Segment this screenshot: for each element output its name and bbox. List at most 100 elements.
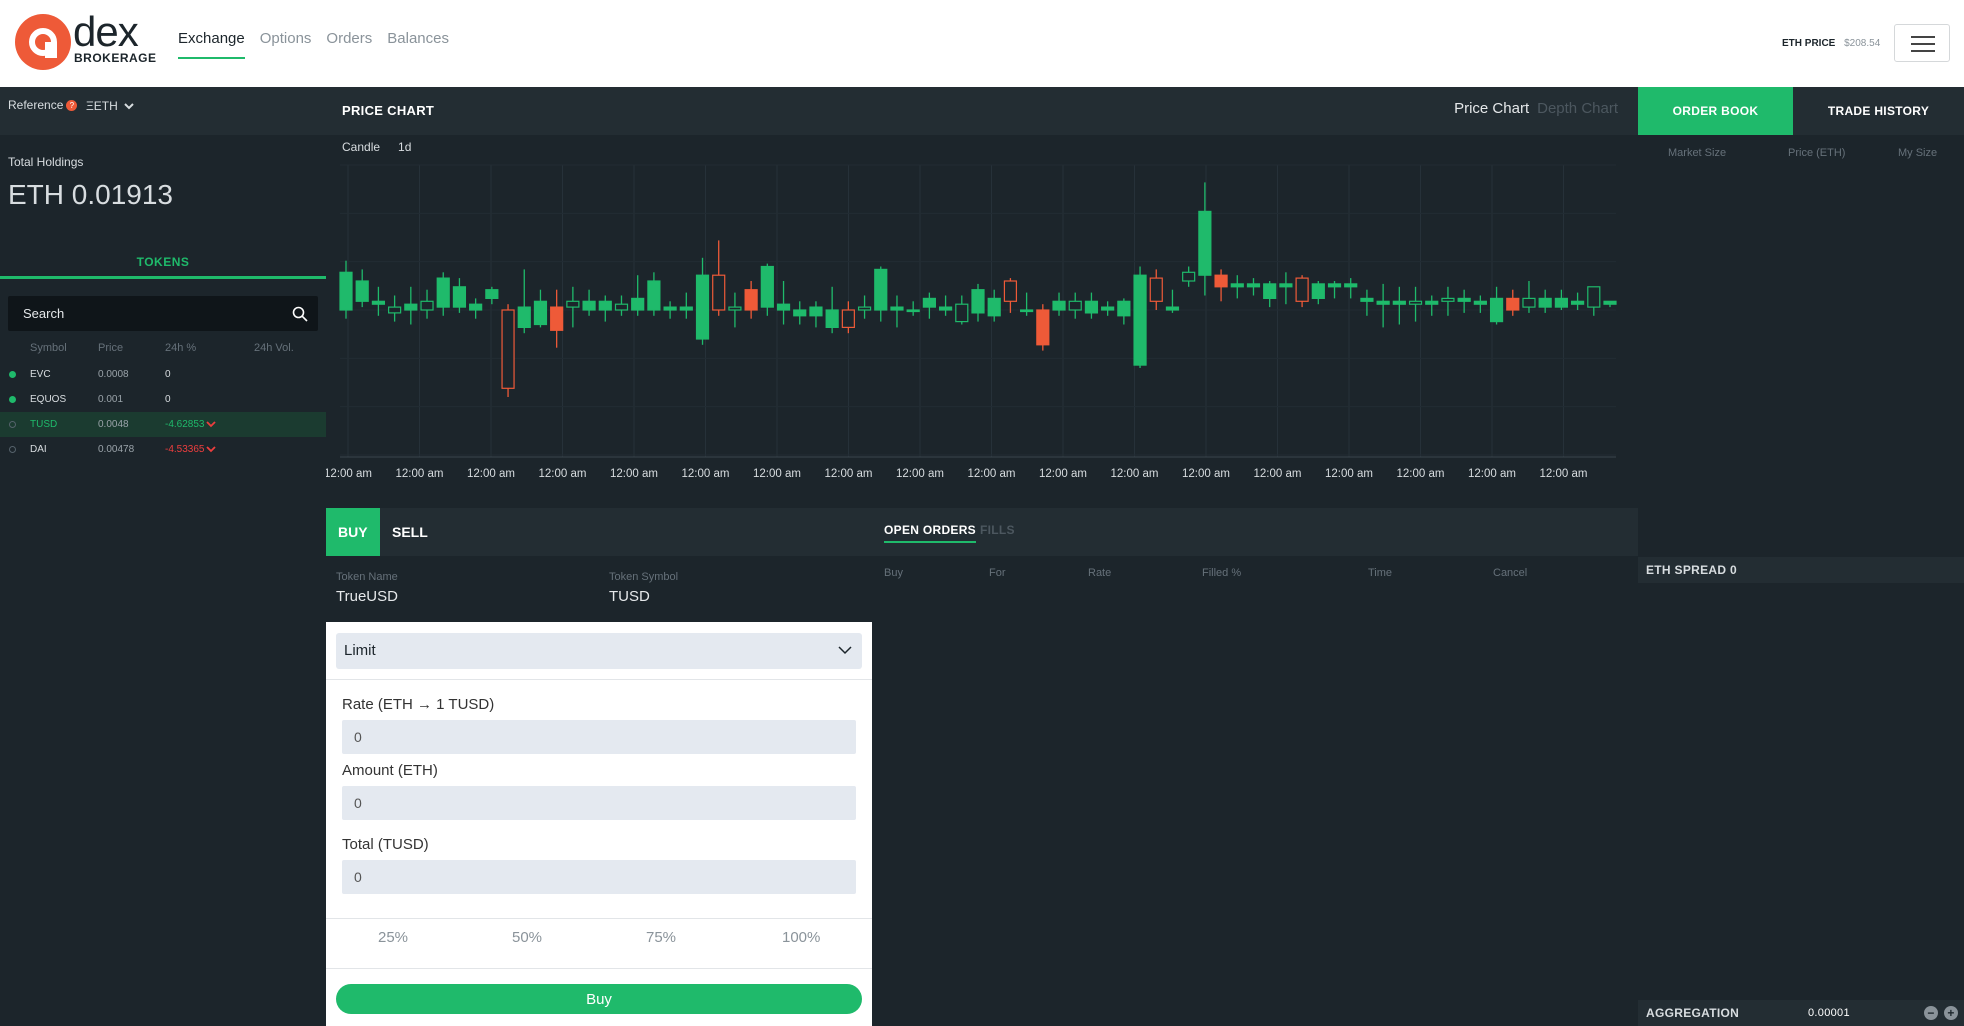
candle [1570,292,1585,310]
candle-body [1570,300,1585,305]
chevron-down-icon [124,103,134,110]
col-change[interactable]: 24h % [165,342,197,354]
candle [339,260,353,319]
candle [501,304,515,397]
candle [614,295,629,316]
x-tick-label: 12:00 am [1325,468,1373,480]
search-icon[interactable] [292,306,308,322]
candle [1133,266,1147,368]
status-dot-icon [9,446,16,453]
col-price[interactable]: Price [98,342,124,354]
candle-body [452,286,467,308]
main-nav: Exchange Options Orders Balances [178,30,464,59]
price-chart-toggle[interactable]: Price Chart [1454,100,1530,117]
candle [533,289,548,328]
candle [1003,278,1018,313]
nav-balances[interactable]: Balances [387,30,449,47]
search-input[interactable] [8,296,278,331]
total-input[interactable] [342,860,856,894]
divider [326,968,872,969]
token-symbol-label: Token Symbol [609,571,679,583]
x-tick-label: 12:00 am [1039,468,1087,480]
candle-body [1327,283,1342,288]
candle-body [420,300,434,311]
token-row[interactable]: TUSD 0.0048 -4.62853 [0,412,326,437]
nav-orders[interactable]: Orders [326,30,373,47]
amount-input[interactable] [342,786,856,820]
token-row[interactable]: DAI 0.00478 -4.53365 [0,437,326,462]
candle-body [1506,297,1520,311]
tab-open-orders[interactable]: OPEN ORDERS [884,523,976,543]
tab-order-book[interactable]: ORDER BOOK [1638,87,1793,135]
candle-body [663,306,677,311]
token-change: -4.53365 [165,437,217,462]
chart-type-select[interactable]: Candle [342,140,381,154]
depth-chart-toggle[interactable]: Depth Chart [1537,100,1618,117]
candle [1441,286,1455,316]
token-price: 0.001 [98,394,124,405]
candle-body [598,300,612,311]
hamburger-menu-button[interactable] [1894,24,1950,62]
plus-icon[interactable]: + [1944,1006,1958,1020]
interval-select[interactable]: 1d [398,140,412,154]
tab-trade-history[interactable]: TRADE HISTORY [1793,87,1964,135]
order-form: BUY SELL Token Name TrueUSD Token Symbol… [326,508,872,1026]
nav-options[interactable]: Options [259,30,312,47]
x-tick-label: 12:00 am [396,468,444,480]
dex-logo[interactable]: dex BROKERAGE [15,8,156,72]
candle-body [1165,306,1180,311]
candle-body [955,303,969,323]
candle [906,301,920,316]
col-symbol[interactable]: Symbol [30,342,67,354]
buy-submit-button[interactable]: Buy [336,984,862,1014]
candle-body [825,309,839,328]
candle-body [1246,283,1261,288]
tab-sell[interactable]: SELL [392,524,428,540]
candle-body [1344,283,1358,288]
reference-select[interactable]: ΞETH [86,99,135,113]
help-icon[interactable]: ? [66,100,78,111]
token-price: 0.0008 [98,369,129,380]
tab-buy[interactable]: BUY [326,508,380,556]
candle-body [1117,300,1131,317]
chart-options: Candle 1d [342,140,429,154]
tab-tokens[interactable]: TOKENS [0,245,326,279]
candle [679,292,693,319]
token-name-value: TrueUSD [336,588,398,605]
chart-header: PRICE CHART Price Chart Depth Chart [326,87,1638,135]
x-tick-label: 12:00 am [825,468,873,480]
candle-body [971,289,985,314]
tab-fills[interactable]: FILLS [980,523,1015,537]
candle [1327,281,1342,299]
candle [1425,295,1439,316]
token-search [8,296,318,331]
order-type-select[interactable]: Limit [336,633,862,669]
candle [825,286,839,334]
percent-75-button[interactable]: 75% [646,929,677,946]
percent-50-button[interactable]: 50% [512,929,543,946]
nav-exchange[interactable]: Exchange [178,30,245,59]
minus-icon[interactable]: − [1924,1006,1938,1020]
hamburger-icon [1911,36,1935,38]
token-row[interactable]: EVC 0.0008 0 [0,362,326,387]
candlestick-chart[interactable]: 12:00 am 12:00 am 12:00 am 12:00 am 12:00 am… [326,157,1638,508]
candle [695,257,710,345]
candle [1214,269,1228,302]
candle-body [339,271,353,311]
col-time: Time [1368,567,1393,579]
candle-body [614,303,629,311]
candle [922,292,936,319]
token-table-header: Symbol Price 24h % 24h Vol. [0,342,326,360]
col-volume[interactable]: 24h Vol. [254,342,294,354]
token-row[interactable]: EQUOS 0.001 0 [0,387,326,412]
aggregation-bar: AGGREGATION 0.00001 − + [1638,1000,1964,1026]
candle-body [1230,283,1244,288]
top-header: dex BROKERAGE Exchange Options Orders Ba… [0,0,1964,87]
percent-100-button[interactable]: 100% [782,929,821,946]
rate-input[interactable] [342,720,856,754]
token-price: 0.00478 [98,444,135,455]
percent-25-button[interactable]: 25% [378,929,409,946]
candle-body [647,280,661,311]
candle-body [1101,306,1115,311]
x-tick-label: 12:00 am [896,468,944,480]
